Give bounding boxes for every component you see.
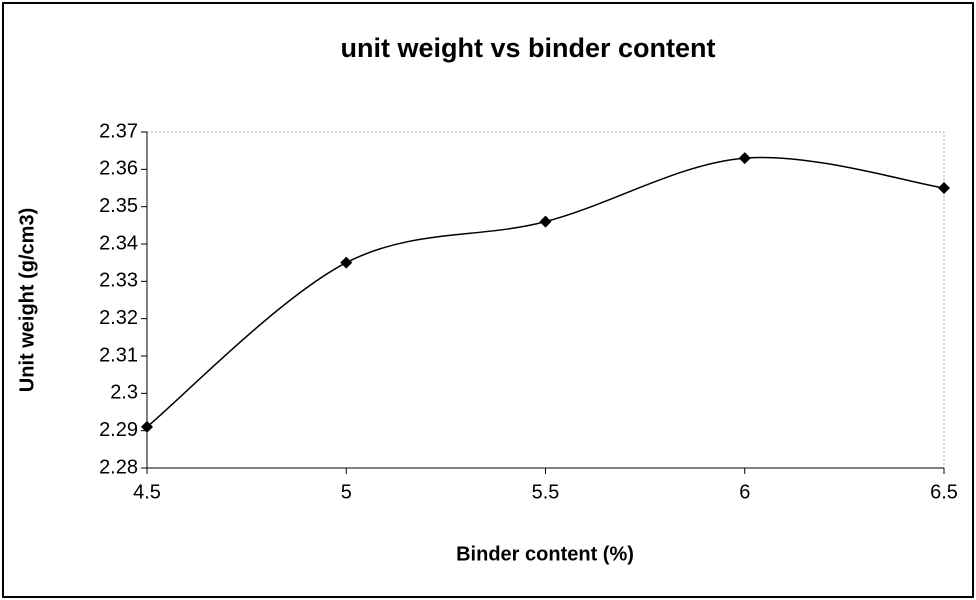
marker [738,152,751,165]
y-tick-label: 2.29 [99,419,138,441]
y-tick-label: 2.31 [99,344,138,366]
y-tick-label: 2.28 [99,456,138,478]
y-tick-label: 2.35 [99,195,138,217]
x-tick-label: 5.5 [532,481,560,503]
marker [938,182,950,194]
y-tick-label: 2.34 [99,232,138,254]
y-tick-label: 2.37 [99,120,138,142]
chart-title: unit weight vs binder content [340,33,715,63]
y-axis-title: Unit weight (g/cm3) [16,208,38,392]
x-tick-label: 5 [341,481,352,503]
x-axis-title: Binder content (%) [456,543,634,565]
y-tick-label: 2.33 [99,270,138,292]
marker [539,215,552,228]
x-tick-label: 6 [739,481,750,503]
marker [340,256,353,269]
y-tick-label: 2.36 [99,158,138,180]
y-tick-label: 2.3 [110,382,138,404]
x-tick-label: 6.5 [930,481,958,503]
y-tick-label: 2.32 [99,307,138,329]
marker [141,420,153,433]
x-tick-label: 4.5 [133,481,161,503]
